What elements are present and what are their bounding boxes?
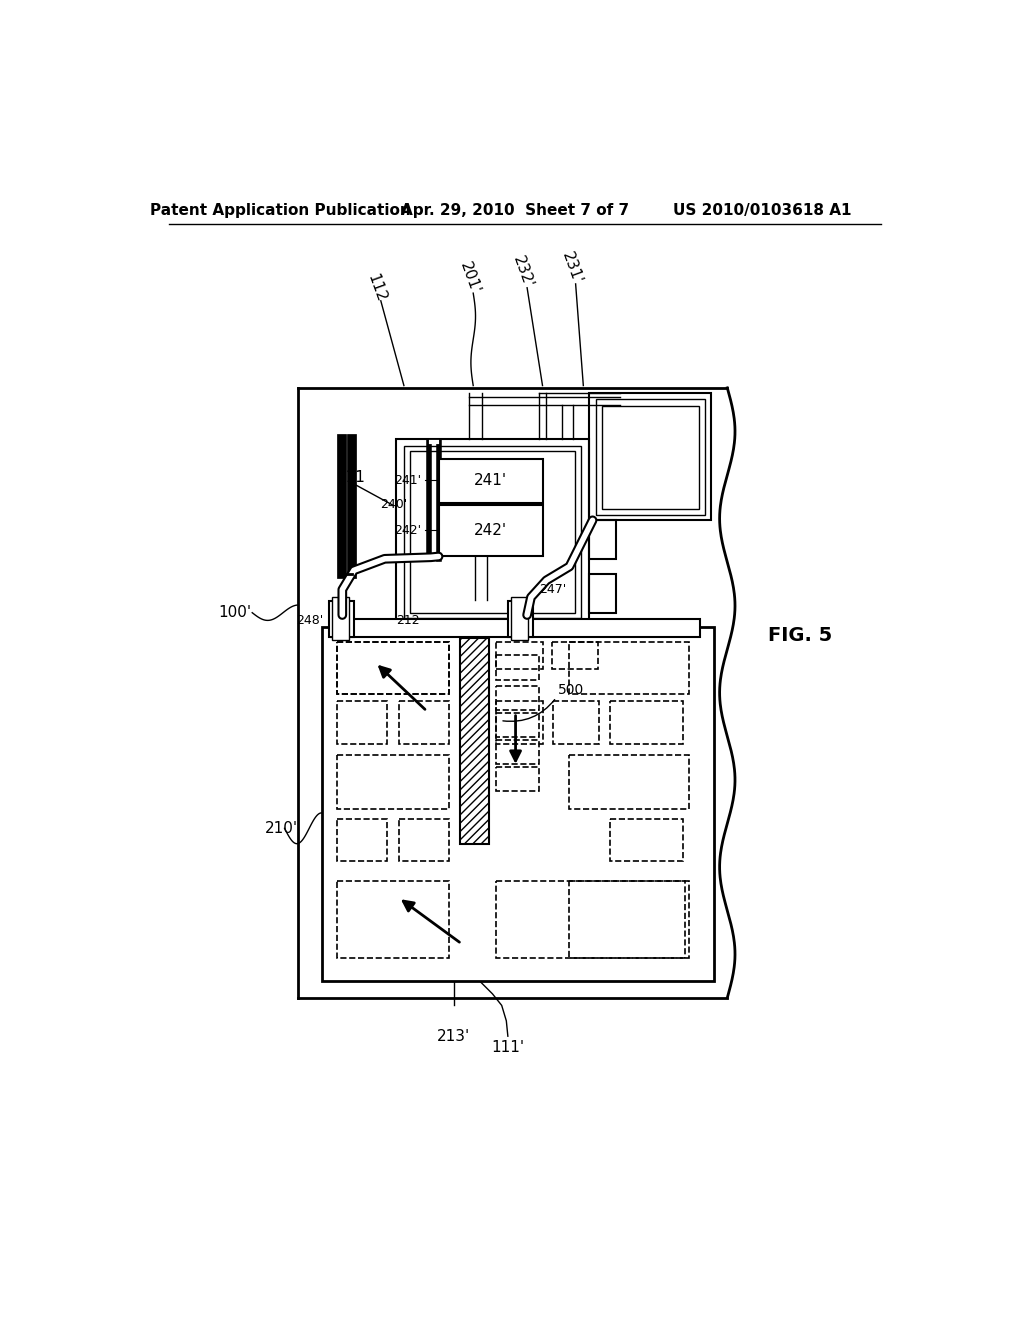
Bar — [438, 506, 543, 557]
Bar — [511, 597, 528, 640]
Text: 247': 247' — [539, 583, 566, 597]
Text: 241': 241' — [474, 473, 507, 488]
Bar — [337, 818, 387, 862]
Bar — [497, 713, 539, 738]
Bar — [337, 880, 449, 958]
Bar — [569, 880, 689, 958]
Bar — [322, 627, 714, 981]
Text: 500: 500 — [558, 682, 584, 697]
Bar — [609, 818, 683, 862]
Bar — [497, 701, 543, 743]
Text: 112: 112 — [365, 272, 389, 304]
Bar — [337, 755, 449, 809]
Bar — [497, 767, 539, 792]
Bar — [602, 405, 698, 508]
Bar — [333, 597, 349, 640]
Text: 232': 232' — [511, 255, 536, 290]
Bar — [553, 701, 599, 743]
Bar — [569, 642, 689, 694]
Text: 210': 210' — [265, 821, 298, 836]
Text: 240': 240' — [381, 499, 408, 511]
Text: 201': 201' — [457, 260, 482, 296]
Bar — [508, 601, 532, 638]
Bar — [596, 400, 705, 515]
Bar — [398, 818, 449, 862]
Text: 231': 231' — [559, 251, 585, 286]
Bar — [590, 520, 616, 558]
Bar — [403, 446, 581, 618]
Text: US 2010/0103618 A1: US 2010/0103618 A1 — [673, 203, 851, 218]
Text: 242': 242' — [394, 524, 422, 537]
Bar — [330, 601, 354, 638]
Bar — [497, 655, 539, 680]
Text: 211: 211 — [337, 470, 366, 486]
Bar — [337, 701, 387, 743]
Bar — [460, 638, 489, 845]
Bar — [331, 619, 700, 638]
Bar — [590, 574, 616, 612]
Text: FIG. 5: FIG. 5 — [768, 626, 833, 645]
Bar — [438, 459, 543, 503]
Bar — [497, 642, 543, 669]
Bar — [569, 755, 689, 809]
Bar — [552, 642, 598, 669]
Text: 100': 100' — [218, 605, 251, 620]
Text: 241': 241' — [394, 474, 422, 487]
Bar — [590, 393, 711, 520]
Text: 212: 212 — [396, 614, 420, 627]
Bar — [410, 451, 574, 612]
Bar — [396, 440, 589, 624]
Text: 213': 213' — [437, 1028, 471, 1044]
Text: Apr. 29, 2010  Sheet 7 of 7: Apr. 29, 2010 Sheet 7 of 7 — [401, 203, 630, 218]
Text: 111': 111' — [492, 1040, 524, 1055]
Bar — [398, 701, 449, 743]
Bar — [609, 701, 683, 743]
Bar — [337, 642, 449, 694]
Text: Patent Application Publication: Patent Application Publication — [151, 203, 411, 218]
Bar — [497, 686, 539, 710]
Text: 248': 248' — [296, 614, 323, 627]
Text: 242': 242' — [474, 523, 507, 539]
Bar — [497, 880, 685, 958]
Bar — [337, 642, 449, 694]
Bar — [497, 739, 539, 764]
